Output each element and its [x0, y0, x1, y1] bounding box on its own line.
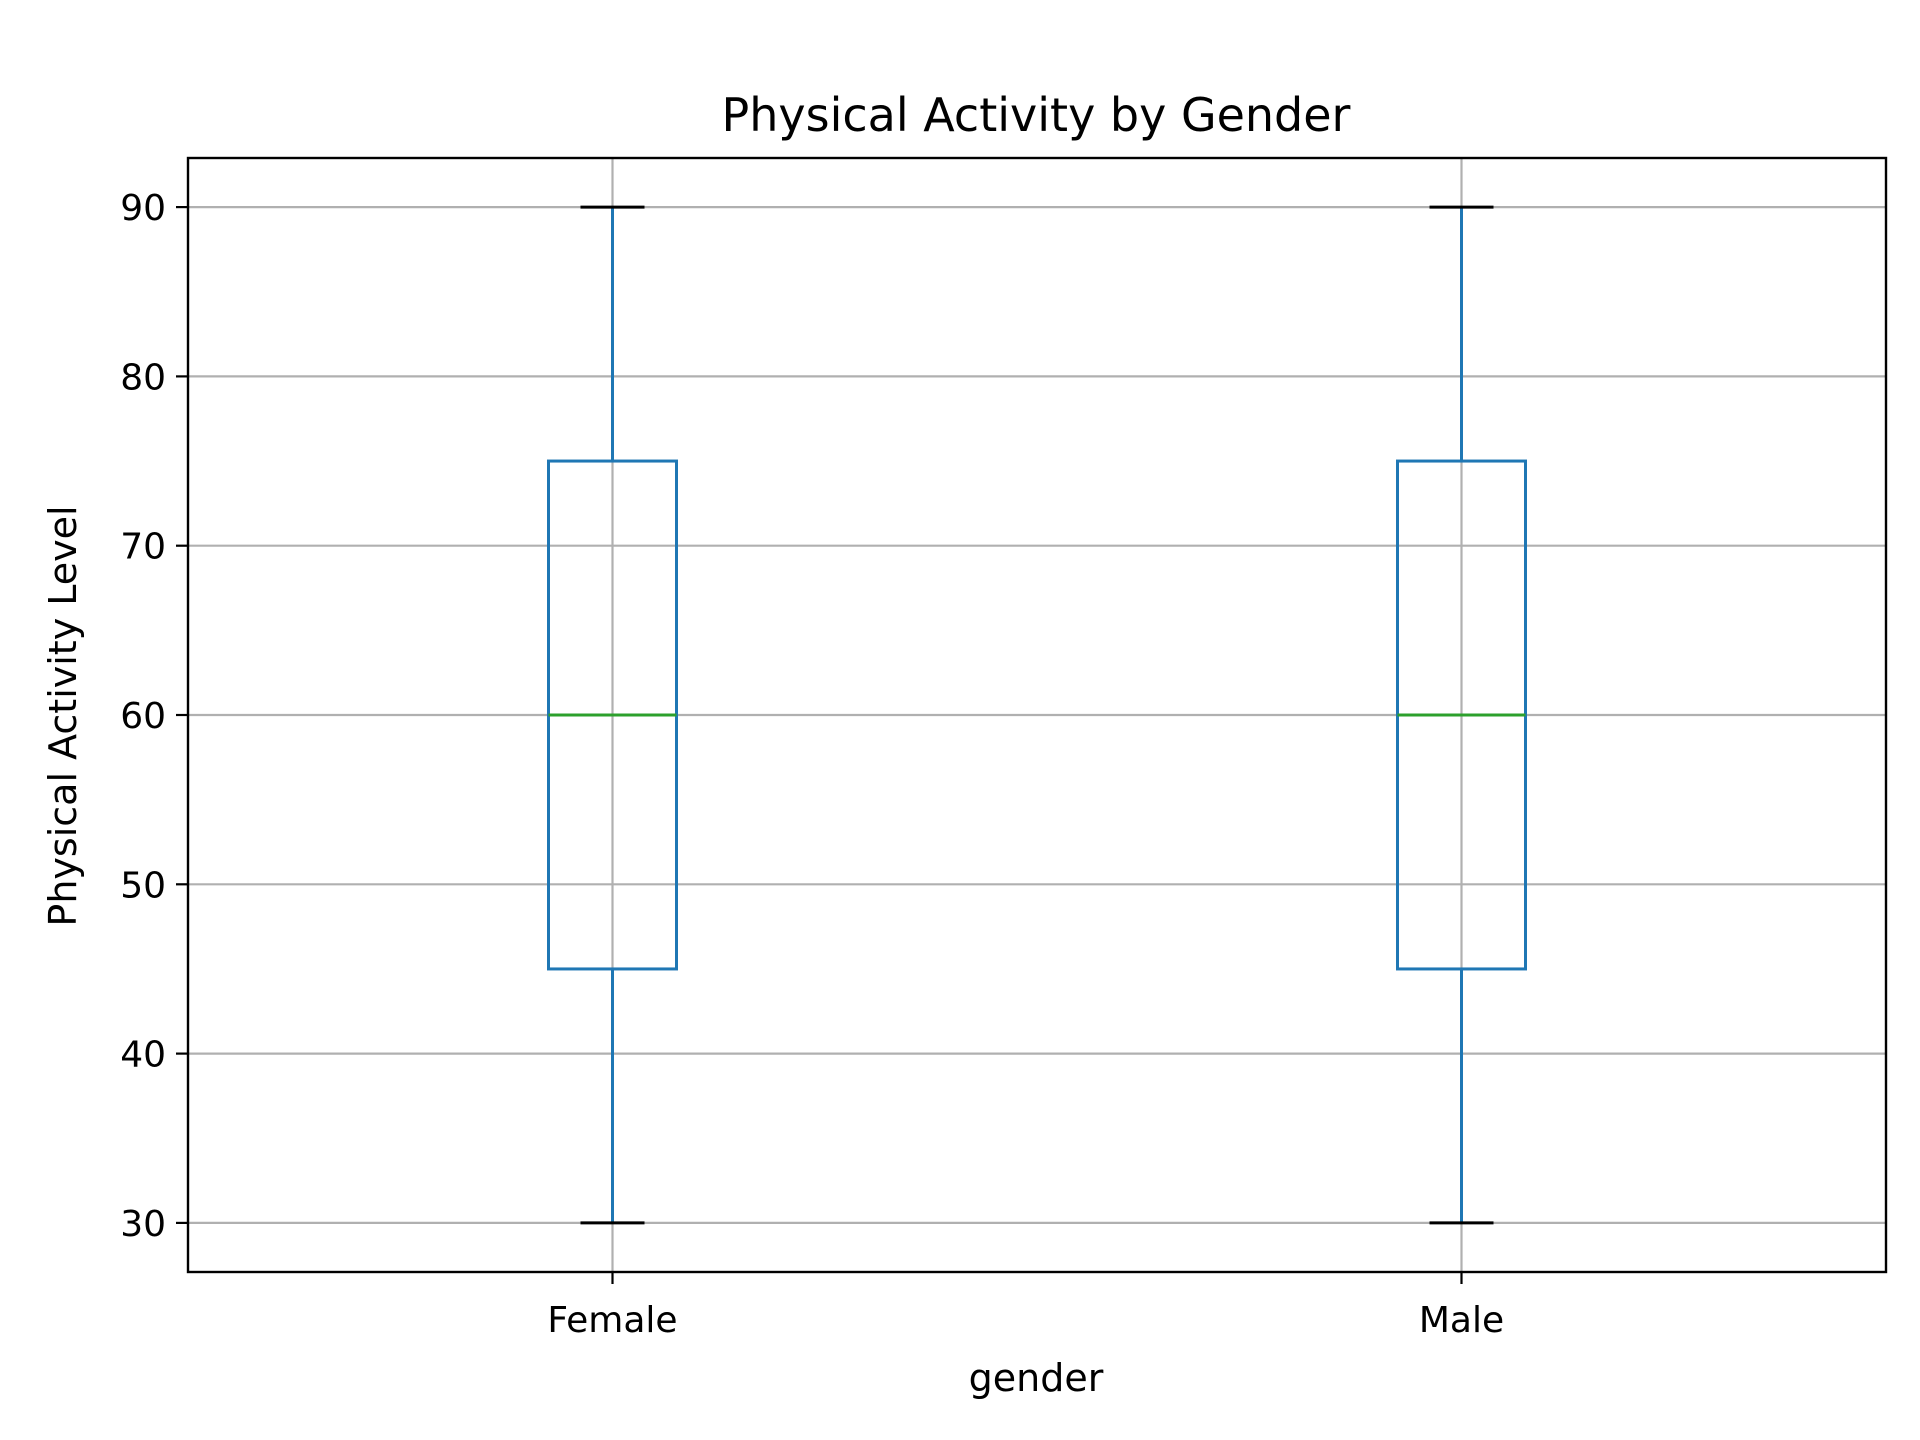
- y-tick-label: 40: [120, 1035, 166, 1076]
- x-tick-label: Female: [547, 1300, 677, 1341]
- x-tick-label: Male: [1419, 1300, 1504, 1341]
- y-tick-label: 50: [120, 865, 166, 906]
- boxes: [547, 205, 1527, 1225]
- x-axis-label: gender: [969, 1356, 1104, 1400]
- y-tick-label: 30: [120, 1204, 166, 1245]
- y-axis-label: Physical Activity Level: [41, 505, 85, 926]
- chart-title: Physical Activity by Gender: [722, 88, 1351, 142]
- y-tick-label: 80: [120, 357, 166, 398]
- ticks: 30 40 50 60 70 80 90 Female Male: [120, 188, 1504, 1341]
- y-tick-label: 70: [120, 527, 166, 568]
- y-tick-label: 60: [120, 696, 166, 737]
- box-female: [547, 205, 678, 1225]
- box-male: [1396, 205, 1527, 1225]
- y-tick-label: 90: [120, 188, 166, 229]
